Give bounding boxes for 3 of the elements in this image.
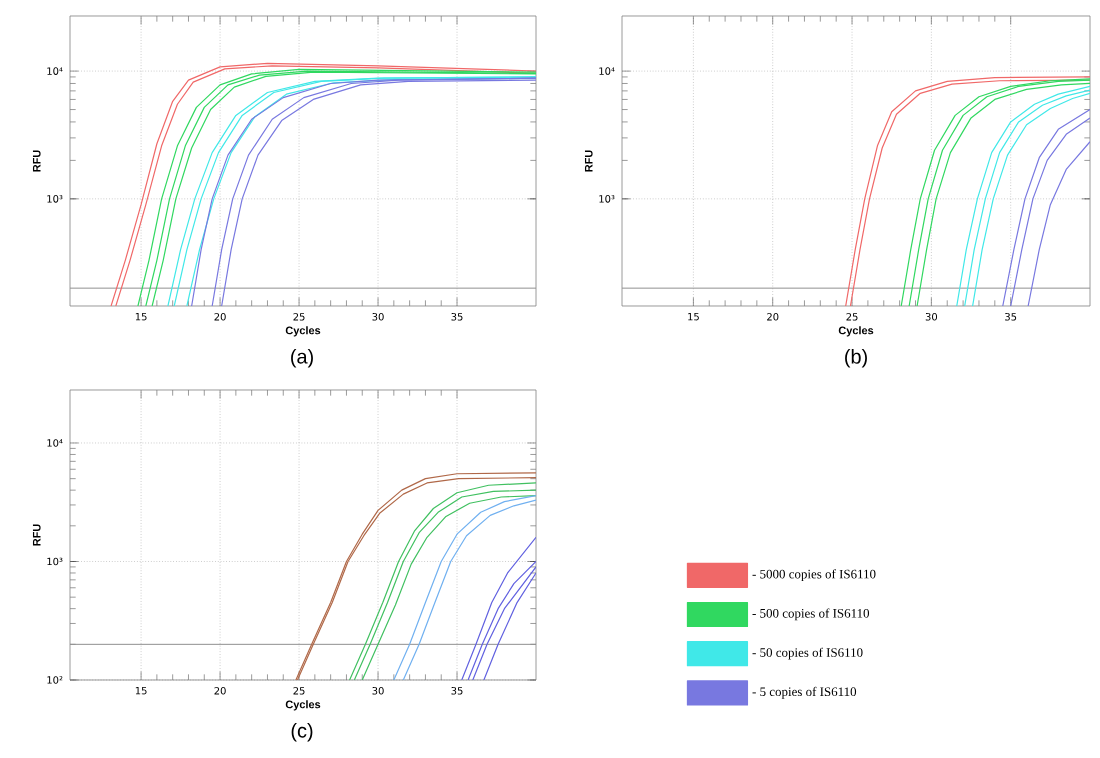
- text: (b): [845, 349, 867, 368]
- text: (a): [291, 349, 313, 368]
- text: (c): [291, 723, 313, 742]
